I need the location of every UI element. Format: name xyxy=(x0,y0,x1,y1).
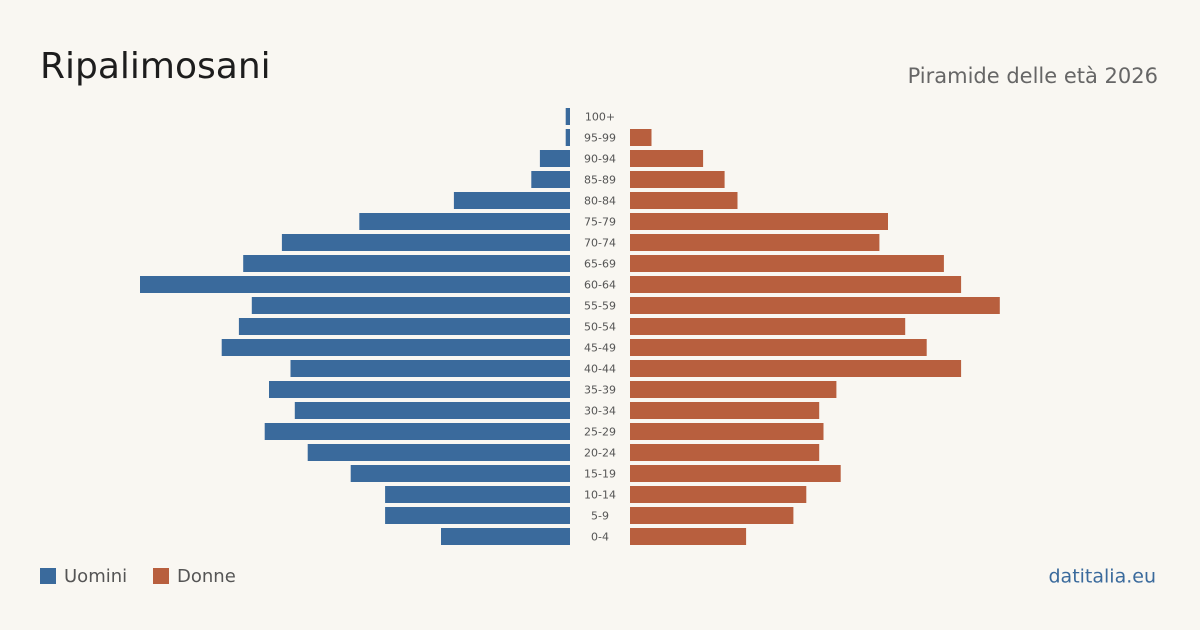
bar xyxy=(290,360,570,377)
source: datitalia.eu xyxy=(1049,566,1157,588)
chart-title: Ripalimosani xyxy=(40,46,271,87)
legend-label: Donne xyxy=(177,566,236,587)
bar xyxy=(630,318,906,335)
bar xyxy=(630,507,794,524)
age-label: 15-19 xyxy=(584,468,616,481)
bar xyxy=(385,486,570,503)
bar xyxy=(453,192,570,209)
bar xyxy=(630,276,962,293)
age-label: 55-59 xyxy=(584,300,616,313)
age-label: 85-89 xyxy=(584,174,616,187)
age-label: 10-14 xyxy=(584,489,616,502)
bar xyxy=(630,150,704,167)
bar xyxy=(269,381,570,398)
bar xyxy=(294,402,570,419)
legend-swatch xyxy=(40,568,56,584)
bar xyxy=(385,507,570,524)
bar xyxy=(630,381,837,398)
age-label: 100+ xyxy=(585,111,615,124)
age-label: 50-54 xyxy=(584,321,616,334)
bar xyxy=(264,423,570,440)
bar xyxy=(359,213,570,230)
bar xyxy=(243,255,570,272)
bar xyxy=(630,129,652,146)
chart-subtitle: Piramide delle età 2026 xyxy=(908,64,1158,88)
bar xyxy=(565,129,570,146)
bar xyxy=(539,150,570,167)
age-label: 90-94 xyxy=(584,153,616,166)
age-label: 60-64 xyxy=(584,279,616,292)
age-label: 80-84 xyxy=(584,195,616,208)
bar xyxy=(630,192,738,209)
bar xyxy=(307,444,570,461)
bar xyxy=(630,213,888,230)
age-label: 20-24 xyxy=(584,447,616,460)
age-label: 0-4 xyxy=(591,531,609,544)
bar xyxy=(630,234,880,251)
bar xyxy=(630,360,962,377)
age-label: 25-29 xyxy=(584,426,616,439)
bar xyxy=(251,297,571,314)
bar xyxy=(531,171,570,188)
bar xyxy=(630,339,927,356)
bar xyxy=(565,108,570,125)
bar xyxy=(630,423,824,440)
age-label: 30-34 xyxy=(584,405,616,418)
bar xyxy=(630,444,820,461)
bar xyxy=(221,339,570,356)
legend-swatch xyxy=(153,568,169,584)
age-label: 40-44 xyxy=(584,363,616,376)
bar xyxy=(350,465,570,482)
age-label: 45-49 xyxy=(584,342,616,355)
age-label: 70-74 xyxy=(584,237,616,250)
age-label: 65-69 xyxy=(584,258,616,271)
bar xyxy=(630,297,1000,314)
bar xyxy=(238,318,570,335)
bar xyxy=(630,486,807,503)
age-label: 5-9 xyxy=(591,510,609,523)
age-label: 95-99 xyxy=(584,132,616,145)
bar xyxy=(441,528,570,545)
bar xyxy=(630,465,841,482)
bar xyxy=(630,528,747,545)
bar xyxy=(630,255,944,272)
age-label: 35-39 xyxy=(584,384,616,397)
bar xyxy=(140,276,570,293)
legend-label: Uomini xyxy=(64,566,127,587)
bar xyxy=(630,171,725,188)
bar xyxy=(630,402,820,419)
bar xyxy=(281,234,570,251)
age-label: 75-79 xyxy=(584,216,616,229)
